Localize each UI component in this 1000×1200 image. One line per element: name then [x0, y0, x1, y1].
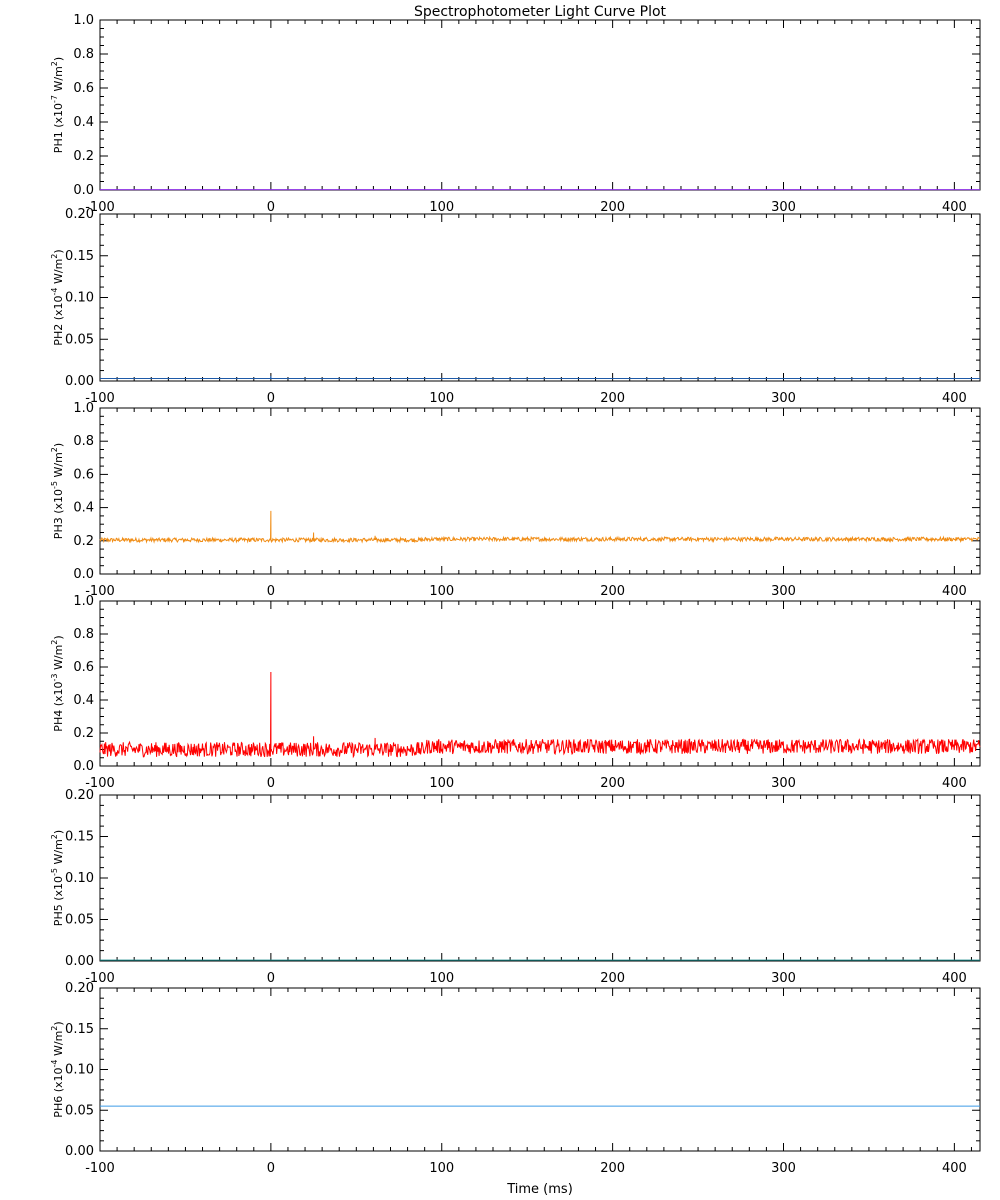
y-tick-label: 0.00 [65, 954, 94, 969]
y-tick-label: 0.00 [65, 1144, 94, 1159]
panel-ph2: -100 0 100 200 300 400 0.00 0.05 0.10 0.15 0.20 PH2… [50, 207, 981, 406]
y-axis-title: PH3 (x10-5 W/m2) [50, 443, 65, 539]
x-tick-label: 100 [429, 391, 454, 406]
y-tick-label: 0.8 [73, 47, 94, 62]
y-axis-title: PH1 (x10-7 W/m2) [50, 57, 65, 153]
x-tick-label: -100 [85, 776, 115, 791]
y-axis-title: PH5 (x10-5 W/m2) [50, 830, 65, 926]
y-tick-label: 0.6 [73, 81, 94, 96]
y-tick-label: 0.6 [73, 660, 94, 675]
y-tick-label: 0.4 [73, 501, 94, 516]
x-tick-label: 100 [429, 971, 454, 986]
y-tick-label: 0.4 [73, 693, 94, 708]
y-tick-label: 0.00 [65, 374, 94, 389]
x-tick-label: 100 [429, 200, 454, 215]
x-tick-label: 300 [771, 200, 796, 215]
y-tick-label: 0.2 [73, 149, 94, 164]
y-tick-label: 0.0 [73, 567, 94, 582]
y-tick-label: 0.4 [73, 115, 94, 130]
x-tick-label: 200 [600, 584, 625, 599]
plot-frame [99, 213, 981, 382]
y-tick-label: 1.0 [73, 594, 94, 609]
x-tick-label: 300 [771, 776, 796, 791]
plot-frame [99, 407, 981, 575]
x-tick-label: 400 [942, 200, 967, 215]
y-tick-label: 0.6 [73, 467, 94, 482]
x-tick-label: 100 [429, 776, 454, 791]
y-tick-label: 0.10 [65, 291, 94, 306]
x-tick-label: 400 [942, 584, 967, 599]
y-tick-label: 0.0 [73, 759, 94, 774]
y-tick-label: 0.05 [65, 913, 94, 928]
x-tick-label: 300 [771, 584, 796, 599]
x-tick-label: 0 [267, 971, 275, 986]
x-tick-label: 0 [267, 1161, 275, 1176]
x-tick-label: 200 [600, 1161, 625, 1176]
chart-title: Spectrophotometer Light Curve Plot [414, 4, 667, 20]
x-tick-label: 0 [267, 391, 275, 406]
x-tick-label: -100 [85, 200, 115, 215]
x-tick-label: 400 [942, 1161, 967, 1176]
x-tick-label: 300 [771, 1161, 796, 1176]
y-tick-label: 0.8 [73, 434, 94, 449]
panel-ph4: -100 0 100 200 300 400 0.0 0.2 0.4 0.6 0.8 1.0 PH4 (… [50, 594, 981, 791]
panels-group: -100 0 100 200 300 400 0.0 0.2 0.4 0.6 0.8 1.0 PH1 (… [50, 13, 981, 1176]
y-axis-title: PH2 (x10-4 W/m2) [50, 249, 65, 345]
y-tick-label: 1.0 [73, 401, 94, 416]
panel-ph6: -100 0 100 200 300 400 0.00 0.05 0.10 0.15 0.20 PH6… [50, 981, 981, 1176]
series-line-ph4 [99, 671, 981, 759]
y-tick-label: 0.20 [65, 788, 94, 803]
y-axis-title: PH6 (x10-4 W/m2) [50, 1021, 65, 1117]
x-tick-label: 200 [600, 971, 625, 986]
x-tick-label: 200 [600, 776, 625, 791]
x-tick-label: -100 [85, 584, 115, 599]
plot-frame [99, 987, 981, 1152]
x-tick-label: -100 [85, 1161, 115, 1176]
x-tick-label: -100 [85, 391, 115, 406]
panel-ph3: -100 0 100 200 300 400 0.0 0.2 0.4 0.6 0.8 1.0 PH3 (… [50, 401, 981, 599]
plot-frame [99, 794, 981, 962]
y-tick-label: 0.15 [65, 830, 94, 845]
x-tick-label: 0 [267, 584, 275, 599]
y-tick-label: 0.05 [65, 1103, 94, 1118]
y-tick-label: 1.0 [73, 13, 94, 28]
y-tick-label: 0.20 [65, 981, 94, 996]
x-tick-label: 200 [600, 200, 625, 215]
x-tick-label: -100 [85, 971, 115, 986]
x-tick-label: 400 [942, 776, 967, 791]
x-tick-label: 100 [429, 1161, 454, 1176]
panel-ph1: -100 0 100 200 300 400 0.0 0.2 0.4 0.6 0.8 1.0 PH1 (… [50, 13, 981, 215]
y-tick-label: 0.20 [65, 207, 94, 222]
plot-frame [99, 19, 981, 191]
y-tick-label: 0.0 [73, 183, 94, 198]
y-axis-title: PH4 (x10-3 W/m2) [50, 635, 65, 731]
y-tick-label: 0.05 [65, 332, 94, 347]
x-tick-label: 200 [600, 391, 625, 406]
y-tick-label: 0.2 [73, 726, 94, 741]
y-tick-label: 0.8 [73, 627, 94, 642]
series-line-ph3 [99, 510, 981, 544]
y-tick-label: 0.2 [73, 534, 94, 549]
series-line-ph2 [100, 375, 980, 379]
x-tick-label: 0 [267, 200, 275, 215]
x-tick-label: 100 [429, 584, 454, 599]
y-tick-label: 0.15 [65, 249, 94, 264]
x-tick-label: 0 [267, 776, 275, 791]
y-tick-label: 0.10 [65, 871, 94, 886]
x-tick-label: 400 [942, 971, 967, 986]
panel-ph5: -100 0 100 200 300 400 0.00 0.05 0.10 0.15 0.20 PH5… [50, 788, 981, 986]
x-axis-title: Time (ms) [506, 1182, 573, 1197]
x-tick-label: 300 [771, 971, 796, 986]
x-tick-label: 300 [771, 391, 796, 406]
y-tick-label: 0.10 [65, 1063, 94, 1078]
x-tick-label: 400 [942, 391, 967, 406]
y-tick-label: 0.15 [65, 1022, 94, 1037]
